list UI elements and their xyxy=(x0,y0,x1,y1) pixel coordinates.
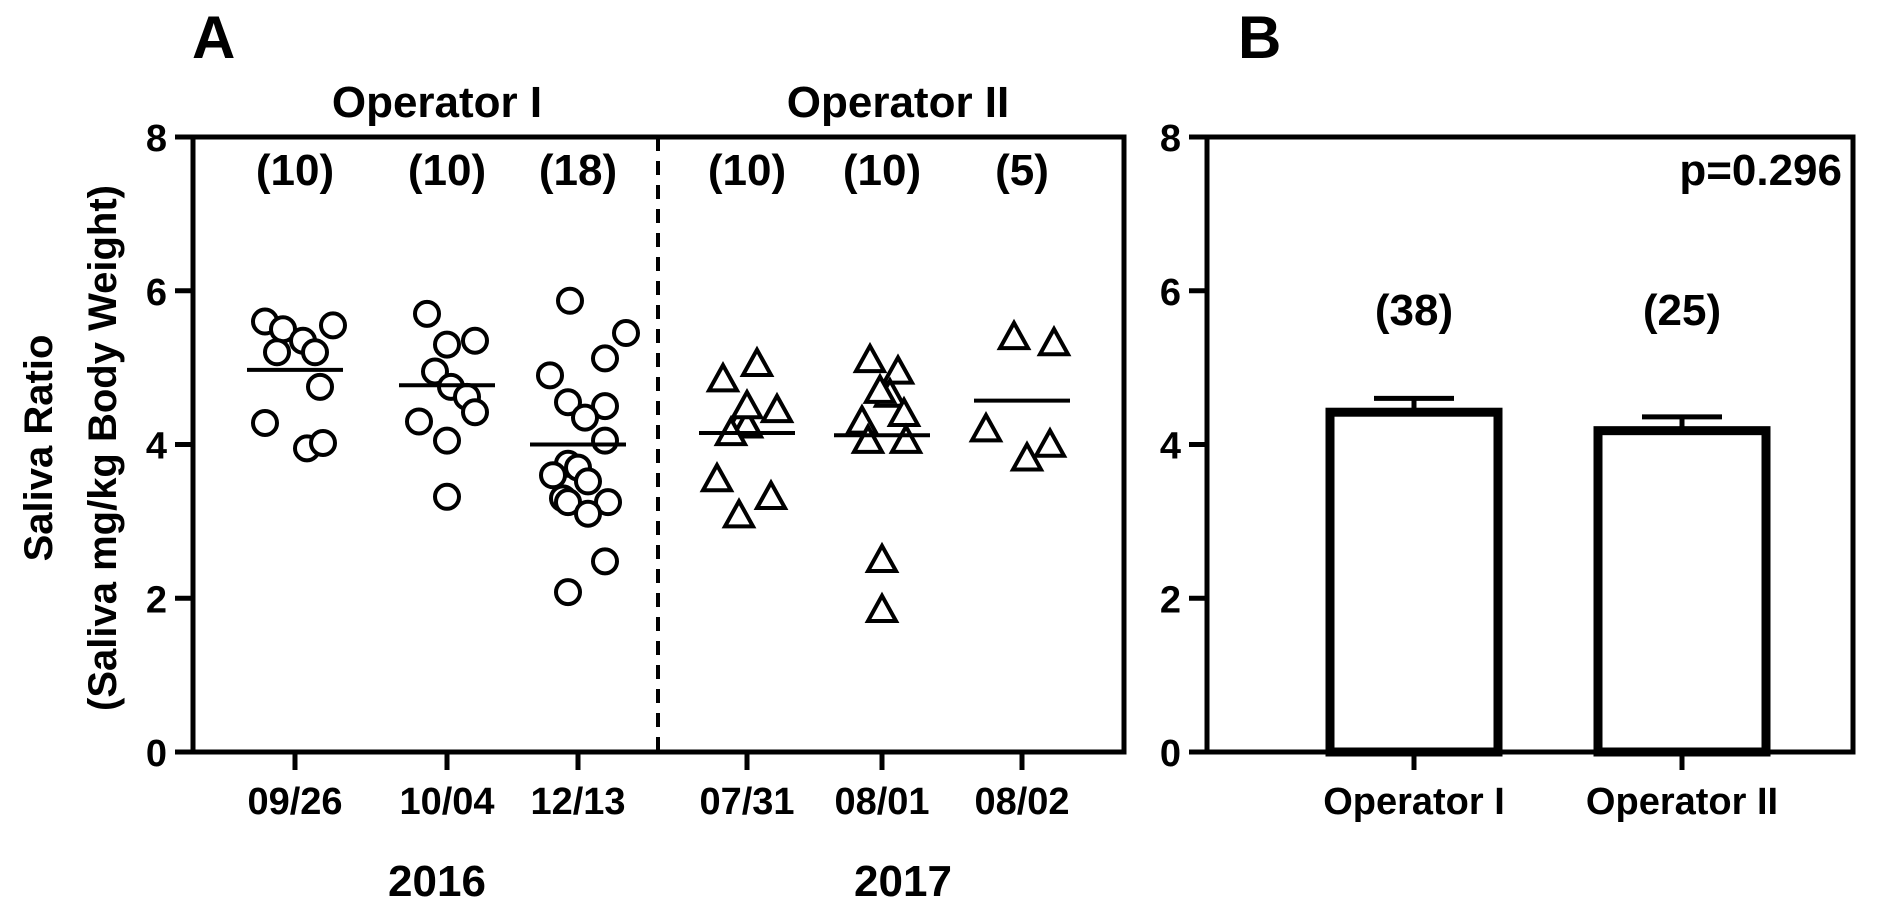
data-point-circle xyxy=(574,499,602,528)
sample-size-label-a: (10) xyxy=(408,146,486,195)
data-point-circle xyxy=(263,338,291,367)
data-point-circle xyxy=(306,372,334,401)
data-point-circle xyxy=(461,326,489,355)
data-point-triangle xyxy=(729,407,765,439)
panel-a-chart: Operator I Operator II Saliva Ratio (Sal… xyxy=(17,78,1127,904)
data-point-triangle xyxy=(1009,440,1045,472)
data-point-triangle xyxy=(753,478,789,510)
data-point-circle xyxy=(539,461,567,490)
data-point-triangle xyxy=(1032,426,1068,458)
year-label-2017: 2017 xyxy=(854,857,952,904)
x-tick-label-a: 09/26 xyxy=(247,781,342,823)
data-point-triangle xyxy=(864,541,900,574)
x-tick-label-b: Operator I xyxy=(1323,781,1505,823)
panel-b-letter: B xyxy=(1238,4,1281,71)
data-point-triangle xyxy=(1036,324,1072,357)
data-point-circle xyxy=(433,330,461,359)
data-point-triangle xyxy=(705,361,741,393)
data-point-circle xyxy=(554,388,582,417)
data-point-circle xyxy=(554,488,582,517)
y-tick-label-a: 6 xyxy=(146,272,167,314)
y-tick-label-a: 8 xyxy=(146,118,167,160)
data-point-triangle xyxy=(968,411,1004,443)
data-point-triangle xyxy=(880,353,916,385)
data-point-triangle xyxy=(729,387,765,420)
data-point-triangle xyxy=(699,460,735,493)
bar xyxy=(1325,407,1503,757)
y-tick-label-a: 4 xyxy=(146,426,167,468)
data-point-circle xyxy=(413,299,441,328)
data-point-triangle xyxy=(886,395,922,427)
data-point-triangle xyxy=(759,391,795,424)
y-tick-label-a: 0 xyxy=(146,733,167,775)
data-point-triangle xyxy=(739,345,775,377)
data-point-circle xyxy=(301,338,329,367)
y-tick-label-b: 6 xyxy=(1160,272,1181,314)
data-point-circle xyxy=(591,547,619,576)
sample-size-label-a: (18) xyxy=(539,146,617,195)
data-point-triangle xyxy=(852,341,888,374)
data-point-circle xyxy=(591,344,619,373)
x-tick-label-a: 08/02 xyxy=(974,781,1069,823)
panel-a-letter: A xyxy=(192,4,235,71)
sample-size-label-a: (10) xyxy=(708,146,786,195)
data-point-circle xyxy=(571,403,599,432)
data-point-circle xyxy=(594,488,622,517)
data-point-circle xyxy=(591,392,619,421)
data-point-triangle xyxy=(862,372,898,404)
data-point-circle xyxy=(536,361,564,390)
x-tick-label-a: 07/31 xyxy=(699,781,794,823)
sample-size-label-b: (25) xyxy=(1643,286,1721,335)
group-label-operator-i: Operator I xyxy=(332,78,542,127)
group-label-operator-ii: Operator II xyxy=(787,78,1010,127)
data-point-circle xyxy=(556,286,584,315)
sample-size-label-a: (5) xyxy=(995,146,1049,195)
x-tick-label-a: 08/01 xyxy=(834,781,929,823)
data-point-circle xyxy=(251,408,279,437)
p-value-annotation: p=0.296 xyxy=(1679,146,1842,195)
data-point-triangle xyxy=(888,422,924,454)
x-tick-label-a: 10/04 xyxy=(399,781,494,823)
data-point-circle xyxy=(433,426,461,455)
data-point-circle xyxy=(574,467,602,496)
data-point-triangle xyxy=(844,403,880,435)
data-point-circle xyxy=(309,428,337,457)
sample-size-label-a: (10) xyxy=(843,146,921,195)
y-tick-label-b: 8 xyxy=(1160,118,1181,160)
data-point-circle xyxy=(612,319,640,348)
x-tick-label-a: 12/13 xyxy=(530,781,625,823)
data-point-circle xyxy=(405,407,433,436)
data-point-circle xyxy=(319,311,347,340)
y-tick-label-a: 2 xyxy=(146,579,167,621)
data-point-circle xyxy=(461,398,489,427)
sample-size-label-b: (38) xyxy=(1375,286,1453,335)
data-point-triangle xyxy=(850,422,886,454)
data-point-triangle xyxy=(864,591,900,623)
year-label-2016: 2016 xyxy=(388,857,486,904)
data-point-triangle xyxy=(996,318,1032,351)
y-tick-label-b: 2 xyxy=(1160,579,1181,621)
y-axis-label-line1: Saliva Ratio xyxy=(17,335,61,562)
y-tick-label-b: 4 xyxy=(1160,426,1181,468)
data-point-triangle xyxy=(721,497,757,529)
y-tick-label-b: 0 xyxy=(1160,733,1181,775)
x-tick-label-b: Operator II xyxy=(1586,781,1778,823)
sample-size-label-a: (10) xyxy=(256,146,334,195)
data-point-circle xyxy=(554,578,582,607)
panel-b-chart: p=0.296 0 2 4 6 8 Operator I (38) Operator II (2… xyxy=(1160,118,1856,823)
bar xyxy=(1593,426,1771,757)
data-point-circle xyxy=(591,426,619,455)
data-point-circle xyxy=(433,482,461,511)
y-axis-label-line2: (Saliva mg/kg Body Weight) xyxy=(81,185,125,711)
